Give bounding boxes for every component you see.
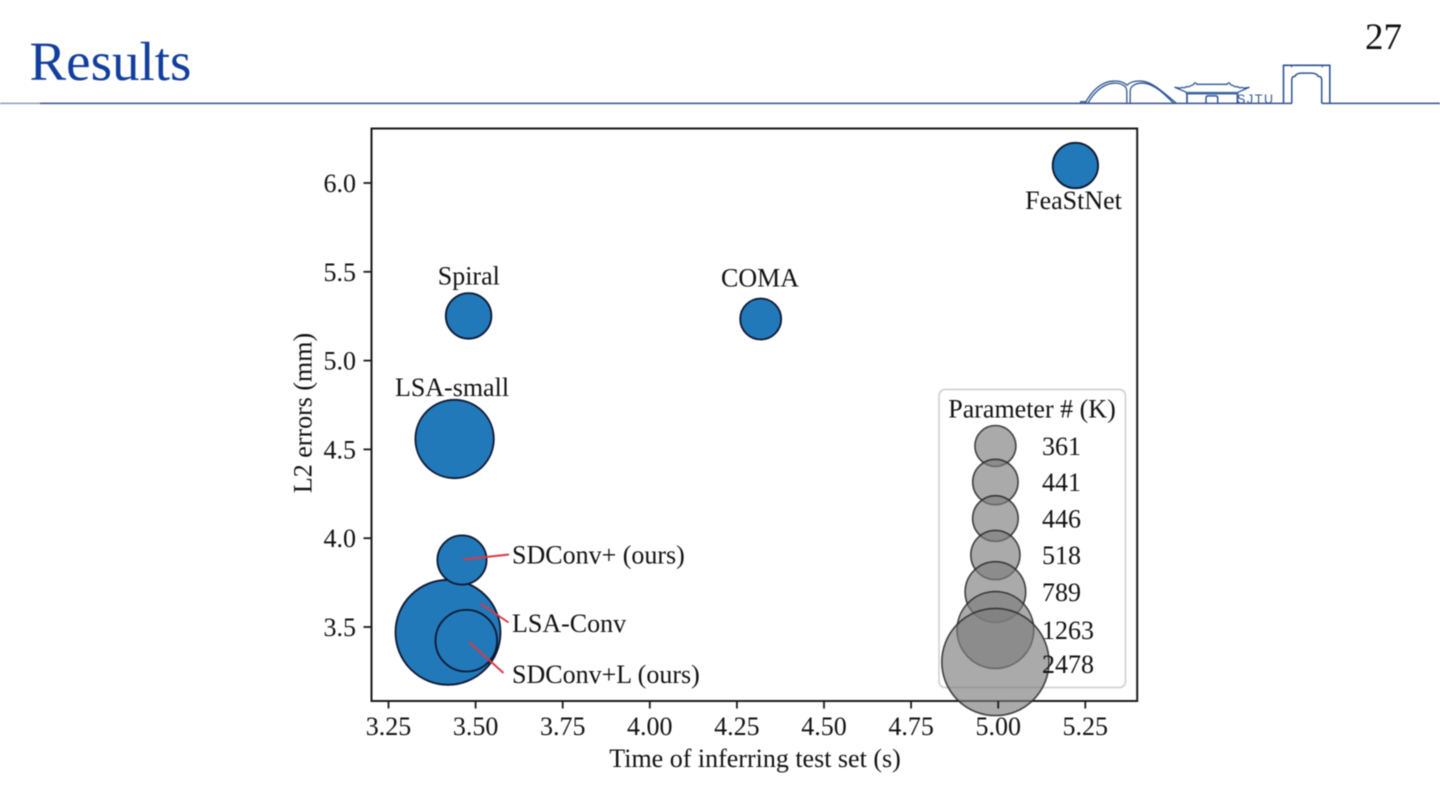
- svg-text:789: 789: [1042, 578, 1081, 607]
- svg-text:3.75: 3.75: [540, 712, 586, 741]
- svg-text:LSA-Conv: LSA-Conv: [512, 609, 626, 638]
- svg-text:Parameter # (K): Parameter # (K): [948, 395, 1115, 424]
- svg-text:5.0: 5.0: [324, 347, 357, 376]
- svg-text:COMA: COMA: [721, 264, 799, 293]
- svg-text:Results: Results: [30, 31, 192, 92]
- svg-text:1263: 1263: [1042, 616, 1094, 645]
- svg-text:446: 446: [1042, 505, 1081, 534]
- svg-text:SDConv+L (ours): SDConv+L (ours): [512, 660, 700, 689]
- svg-text:27: 27: [1365, 17, 1402, 58]
- svg-text:361: 361: [1042, 432, 1081, 461]
- svg-text:4.00: 4.00: [627, 712, 673, 741]
- svg-text:5.00: 5.00: [975, 712, 1021, 741]
- svg-text:4.25: 4.25: [714, 712, 760, 741]
- svg-text:2478: 2478: [1042, 650, 1094, 679]
- svg-text:SDConv+ (ours): SDConv+ (ours): [512, 541, 685, 570]
- svg-text:4.75: 4.75: [888, 712, 934, 741]
- svg-text:Time of inferring test set (s): Time of inferring test set (s): [609, 744, 901, 773]
- svg-text:518: 518: [1042, 541, 1081, 570]
- svg-text:SJTU: SJTU: [1237, 93, 1275, 107]
- svg-text:4.50: 4.50: [801, 712, 847, 741]
- svg-text:Spiral: Spiral: [438, 262, 500, 291]
- svg-text:FeaStNet: FeaStNet: [1025, 186, 1123, 215]
- svg-text:4.5: 4.5: [324, 435, 357, 464]
- svg-text:L2 errors (mm): L2 errors (mm): [289, 333, 318, 493]
- svg-text:6.0: 6.0: [324, 169, 357, 198]
- svg-text:3.5: 3.5: [324, 613, 357, 642]
- svg-text:441: 441: [1042, 468, 1081, 497]
- svg-text:5.5: 5.5: [324, 258, 357, 287]
- svg-text:5.25: 5.25: [1063, 712, 1109, 741]
- svg-text:3.50: 3.50: [453, 712, 499, 741]
- svg-text:3.25: 3.25: [366, 712, 412, 741]
- svg-text:LSA-small: LSA-small: [395, 373, 509, 402]
- svg-text:4.0: 4.0: [324, 524, 357, 553]
